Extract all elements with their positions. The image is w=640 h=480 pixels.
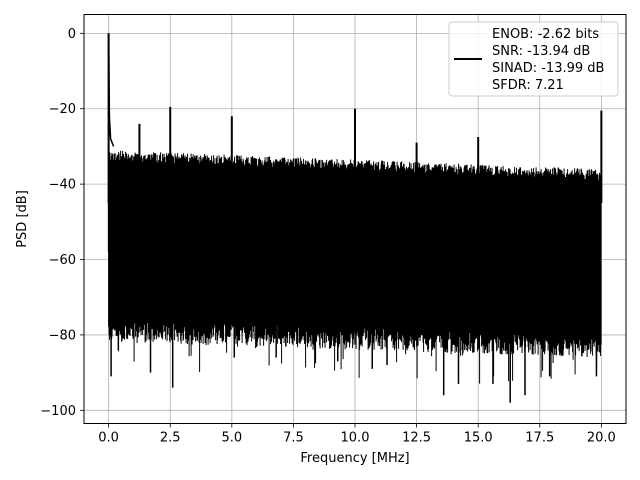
y-tick-label: −20 bbox=[49, 102, 76, 117]
y-tick-label: −60 bbox=[49, 253, 76, 268]
y-tick-label: −40 bbox=[49, 178, 76, 193]
x-tick-label: 17.5 bbox=[525, 431, 554, 446]
legend-box bbox=[448, 21, 619, 97]
axis-ticks: 0.0 2.5 5.0 7.5 10.0 12.5 15.0 17.5 20.0 0 −20 −40 −… bbox=[40, 27, 616, 446]
y-tick-label: −80 bbox=[49, 328, 76, 343]
y-tick-label: 0 bbox=[68, 27, 76, 42]
x-tick-label: 20.0 bbox=[587, 431, 616, 446]
legend: ENOB: -2.62 bits SNR: -13.94 dB SINAD: -… bbox=[448, 21, 619, 97]
x-tick-label: 2.5 bbox=[160, 431, 181, 446]
y-axis-label: PSD [dB] bbox=[15, 190, 30, 248]
legend-entry: SFDR: 7.21 bbox=[492, 78, 564, 93]
x-axis-label: Frequency [MHz] bbox=[300, 451, 409, 466]
x-tick-label: 5.0 bbox=[221, 431, 242, 446]
x-tick-label: 15.0 bbox=[464, 431, 493, 446]
legend-entry: SINAD: -13.99 dB bbox=[492, 61, 604, 76]
x-tick-label: 7.5 bbox=[283, 431, 304, 446]
psd-series bbox=[107, 33, 603, 403]
x-tick-label: 10.0 bbox=[341, 431, 370, 446]
y-tick-label: −100 bbox=[40, 404, 76, 419]
x-tick-label: 12.5 bbox=[402, 431, 431, 446]
dc-peak bbox=[107, 33, 115, 252]
legend-entry: ENOB: -2.62 bits bbox=[492, 27, 599, 42]
legend-entry: SNR: -13.94 dB bbox=[492, 44, 590, 59]
x-tick-label: 0.0 bbox=[98, 431, 119, 446]
